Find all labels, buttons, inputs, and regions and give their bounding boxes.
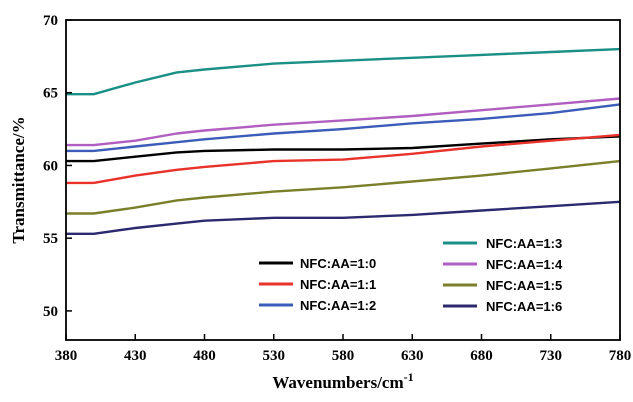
x-tick-label: 730 — [540, 348, 563, 364]
legend-entry-label: NFC:AA=1:3 — [486, 236, 562, 251]
x-tick-label: 380 — [55, 348, 78, 364]
series-layer — [66, 47, 621, 235]
y-tick-label: 60 — [43, 158, 58, 174]
y-axis-title: Transmittance/% — [9, 116, 28, 243]
y-tick-label: 65 — [43, 86, 58, 102]
legend: NFC:AA=1:0 NFC:AA=1:1 NFC:AA=1:2 NFC:AA=1:3… — [259, 236, 563, 314]
series-line-1 — [66, 135, 621, 163]
x-tick-label: 630 — [401, 348, 424, 364]
legend-entry-label: NFC:AA=1:6 — [486, 299, 562, 314]
x-tick-label: 680 — [470, 348, 493, 364]
x-axis-title-text: Wavenumbers/cm — [272, 373, 403, 392]
x-tick-label: 780 — [609, 348, 632, 364]
legend-entry-label: NFC:AA=1:5 — [486, 278, 562, 293]
legend-entry-label: NFC:AA=1:2 — [300, 298, 376, 313]
legend-entry-label: NFC:AA=1:4 — [486, 257, 563, 272]
x-tick-label: 530 — [263, 348, 286, 364]
series-line-3 — [66, 103, 621, 153]
legend-entry-label: NFC:AA=1:0 — [300, 256, 376, 271]
series-line-7 — [66, 200, 621, 235]
x-tick-label: 480 — [193, 348, 216, 364]
series-line-2 — [66, 133, 621, 185]
y-tick-label: 70 — [43, 13, 58, 29]
x-tick-label: 430 — [124, 348, 147, 364]
legend-entry-label: NFC:AA=1:1 — [300, 277, 376, 292]
y-tick-label: 55 — [43, 231, 58, 247]
y-tick-label: 50 — [43, 304, 58, 320]
x-tick-label: 580 — [332, 348, 355, 364]
series-line-4 — [66, 47, 621, 96]
series-line-6 — [66, 159, 621, 215]
x-axis-title: Wavenumbers/cm-1 — [272, 370, 413, 392]
series-line-5 — [66, 97, 621, 147]
ticks-layer: 380 430 480 530 580 630 680 730 780 50 55 60 65 70 — [43, 13, 631, 364]
x-axis-title-superscript: -1 — [404, 370, 414, 384]
